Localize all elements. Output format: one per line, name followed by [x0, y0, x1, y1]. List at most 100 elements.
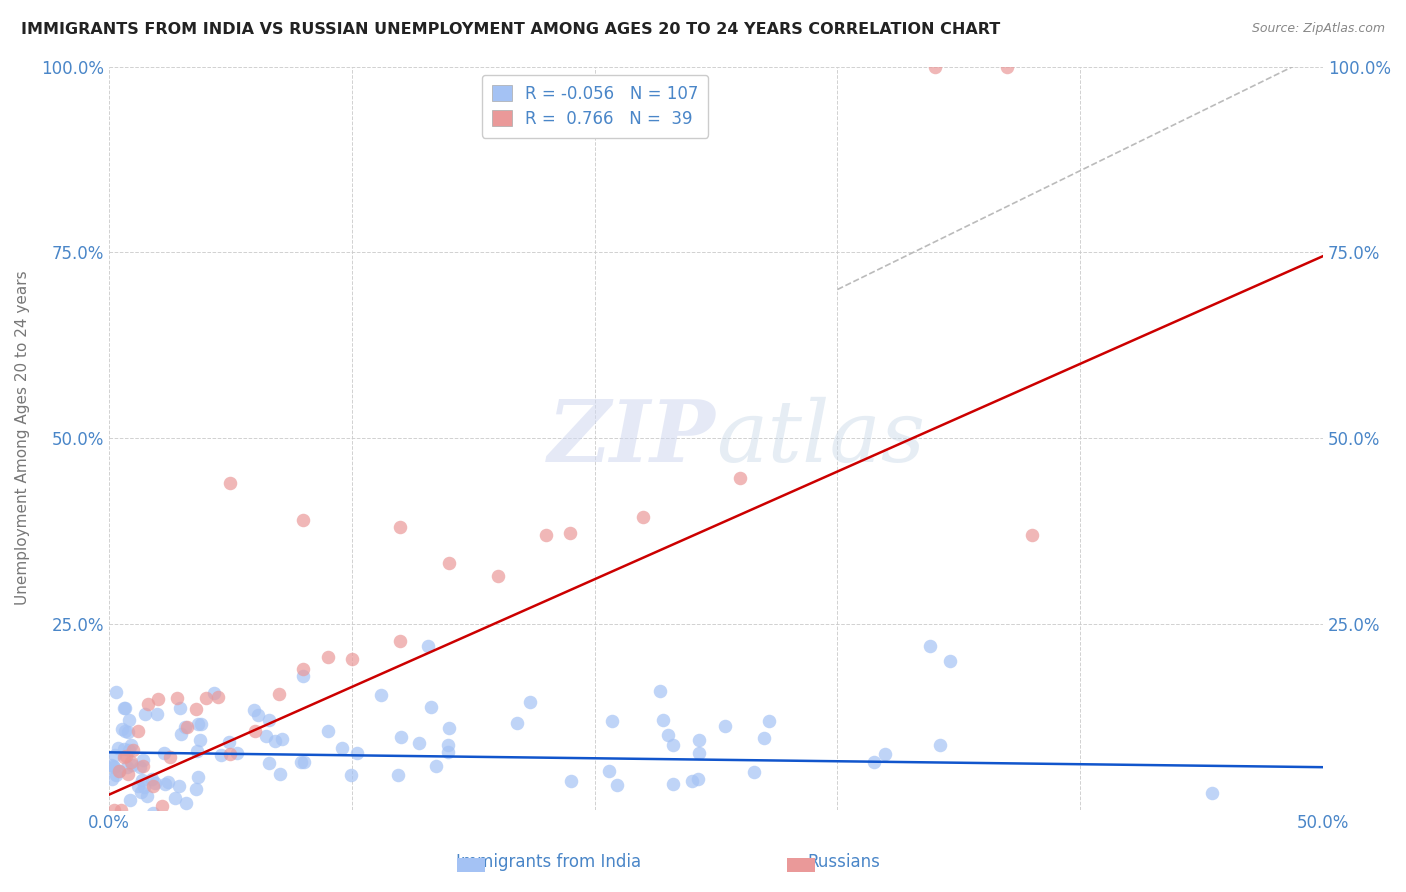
Point: [389, 633, 412, 648]
Point: [112, 742, 135, 756]
Point: [115, 749, 138, 764]
Point: [758, 714, 780, 728]
Point: [681, 774, 703, 789]
Point: [105, 685, 128, 699]
Point: [330, 740, 353, 755]
Point: [316, 649, 339, 664]
Point: [167, 779, 190, 793]
Point: [134, 706, 156, 721]
Point: [134, 829, 156, 843]
Point: [657, 728, 679, 742]
Point: [346, 746, 368, 760]
Point: [159, 750, 181, 764]
Point: [142, 806, 165, 821]
Point: [128, 760, 150, 774]
Point: [136, 789, 159, 804]
Point: [195, 691, 218, 706]
Point: [259, 756, 281, 770]
Point: [222, 813, 245, 827]
Point: [114, 724, 136, 739]
Point: [103, 760, 125, 774]
Point: [1017, 847, 1039, 862]
Point: [225, 746, 247, 760]
Point: [688, 746, 710, 760]
Point: [146, 692, 169, 706]
Point: [254, 729, 277, 743]
Point: [370, 688, 392, 702]
Point: [714, 719, 737, 733]
Point: [190, 716, 212, 731]
Point: [939, 654, 962, 668]
Point: [648, 684, 671, 698]
Point: [247, 708, 270, 723]
Y-axis label: Unemployment Among Ages 20 to 24 years: Unemployment Among Ages 20 to 24 years: [15, 271, 30, 606]
Point: [114, 700, 136, 714]
Point: [104, 747, 127, 762]
Text: ZIP: ZIP: [548, 396, 716, 480]
Point: [117, 767, 139, 781]
Point: [169, 701, 191, 715]
Point: [437, 556, 460, 570]
Point: [134, 780, 156, 795]
Point: [920, 639, 942, 653]
Point: [264, 733, 287, 747]
Point: [118, 713, 141, 727]
Point: [560, 526, 582, 541]
Point: [101, 772, 124, 787]
Point: [120, 738, 142, 752]
Point: [209, 748, 232, 763]
Point: [174, 796, 197, 810]
Point: [389, 731, 412, 745]
Point: [744, 764, 766, 779]
Point: [243, 703, 266, 717]
Point: [560, 774, 582, 789]
Point: [271, 731, 294, 746]
Text: Immigrants from India: Immigrants from India: [456, 853, 641, 871]
Point: [924, 60, 946, 74]
Point: [187, 770, 209, 784]
Point: [141, 772, 163, 786]
Point: [132, 759, 155, 773]
Point: [600, 714, 623, 728]
Point: [389, 520, 412, 534]
Point: [120, 755, 142, 769]
Point: [631, 510, 654, 524]
Point: [688, 772, 710, 787]
Point: [730, 471, 752, 485]
Point: [112, 700, 135, 714]
Point: [103, 803, 125, 817]
Point: [439, 721, 461, 735]
Point: [291, 669, 314, 683]
Point: [127, 780, 149, 794]
Point: [662, 776, 685, 790]
Point: [605, 839, 627, 854]
Point: [100, 758, 122, 772]
Text: IMMIGRANTS FROM INDIA VS RUSSIAN UNEMPLOYMENT AMONG AGES 20 TO 24 YEARS CORRELAT: IMMIGRANTS FROM INDIA VS RUSSIAN UNEMPLO…: [21, 22, 1000, 37]
Point: [186, 702, 208, 716]
Point: [157, 774, 180, 789]
Point: [797, 832, 820, 847]
Point: [131, 773, 153, 788]
Point: [316, 724, 339, 739]
Point: [186, 782, 208, 797]
Point: [170, 727, 193, 741]
Point: [136, 697, 159, 711]
Point: [340, 652, 363, 666]
Point: [340, 767, 363, 781]
Point: [1021, 527, 1043, 541]
Point: [117, 724, 139, 739]
Point: [118, 743, 141, 757]
Point: [506, 715, 529, 730]
Point: [207, 690, 229, 705]
Point: [862, 755, 884, 769]
Point: [219, 475, 242, 490]
Point: [606, 778, 628, 792]
Point: [155, 777, 177, 791]
Point: [292, 662, 315, 676]
Point: [188, 732, 211, 747]
Point: [997, 60, 1019, 74]
Point: [416, 639, 439, 653]
Point: [290, 755, 312, 769]
Point: [166, 691, 188, 706]
Point: [122, 743, 145, 757]
